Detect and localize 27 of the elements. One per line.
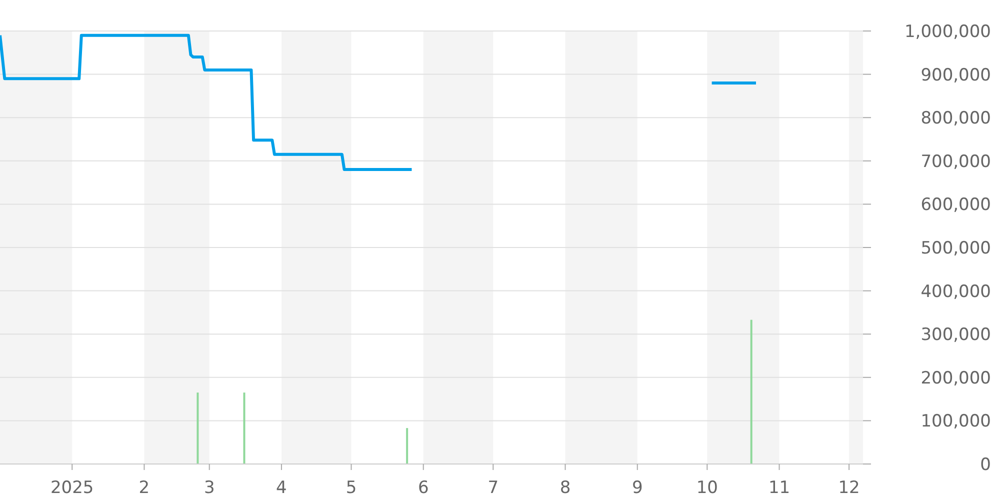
- y-tick-label: 400,000: [920, 282, 991, 302]
- x-tick-label: 9: [632, 478, 643, 498]
- x-tick-label: 8: [560, 478, 571, 498]
- x-tick-label: 4: [276, 478, 287, 498]
- y-tick-label: 1,000,000: [904, 22, 991, 42]
- y-tick-label: 0: [980, 455, 991, 475]
- x-tick-label: 11: [768, 478, 790, 498]
- y-tick-label: 200,000: [920, 368, 991, 388]
- y-tick-label: 300,000: [920, 325, 991, 346]
- x-tick-label: 6: [418, 478, 429, 498]
- x-tick-label: 3: [204, 478, 215, 498]
- y-tick-label: 700,000: [920, 152, 991, 172]
- bar: [196, 392, 199, 464]
- bar: [750, 320, 752, 464]
- y-tick-label: 800,000: [920, 108, 991, 129]
- y-tick-label: 100,000: [920, 412, 991, 432]
- bar: [243, 392, 246, 464]
- x-tick-label: 5: [346, 478, 357, 498]
- bar: [406, 428, 408, 464]
- y-tick-label: 500,000: [920, 238, 991, 258]
- x-tick-label: 7: [488, 478, 499, 498]
- x-tick-label: 2025: [50, 478, 94, 498]
- x-tick-label: 2: [138, 478, 150, 498]
- x-tick-label: 12: [838, 478, 860, 498]
- x-tick-label: 10: [696, 478, 718, 498]
- y-tick-label: 900,000: [920, 65, 991, 86]
- y-tick-label: 600,000: [920, 195, 991, 216]
